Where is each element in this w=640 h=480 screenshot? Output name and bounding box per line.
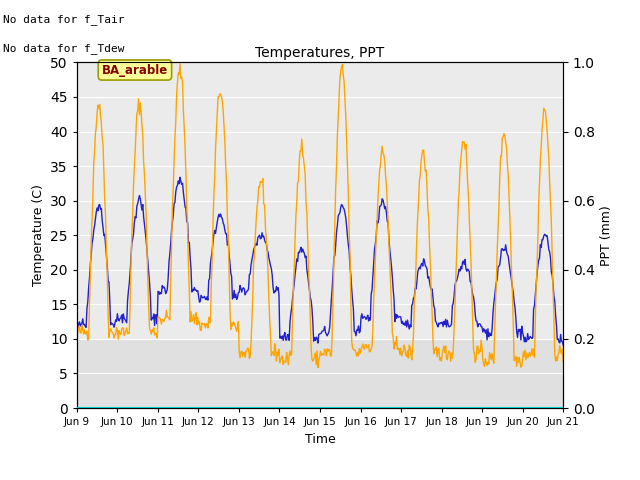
Y-axis label: PPT (mm): PPT (mm) bbox=[600, 205, 614, 265]
Text: BA_arable: BA_arable bbox=[102, 63, 168, 76]
Text: No data for f_Tdew: No data for f_Tdew bbox=[3, 43, 125, 54]
Title: Temperatures, PPT: Temperatures, PPT bbox=[255, 46, 385, 60]
X-axis label: Time: Time bbox=[305, 432, 335, 445]
Y-axis label: Temperature (C): Temperature (C) bbox=[31, 184, 45, 286]
Bar bbox=[77, 62, 563, 339]
Text: No data for f_Tair: No data for f_Tair bbox=[3, 14, 125, 25]
Legend: Tsurf, Tsky, ppt: Tsurf, Tsky, ppt bbox=[199, 476, 441, 480]
